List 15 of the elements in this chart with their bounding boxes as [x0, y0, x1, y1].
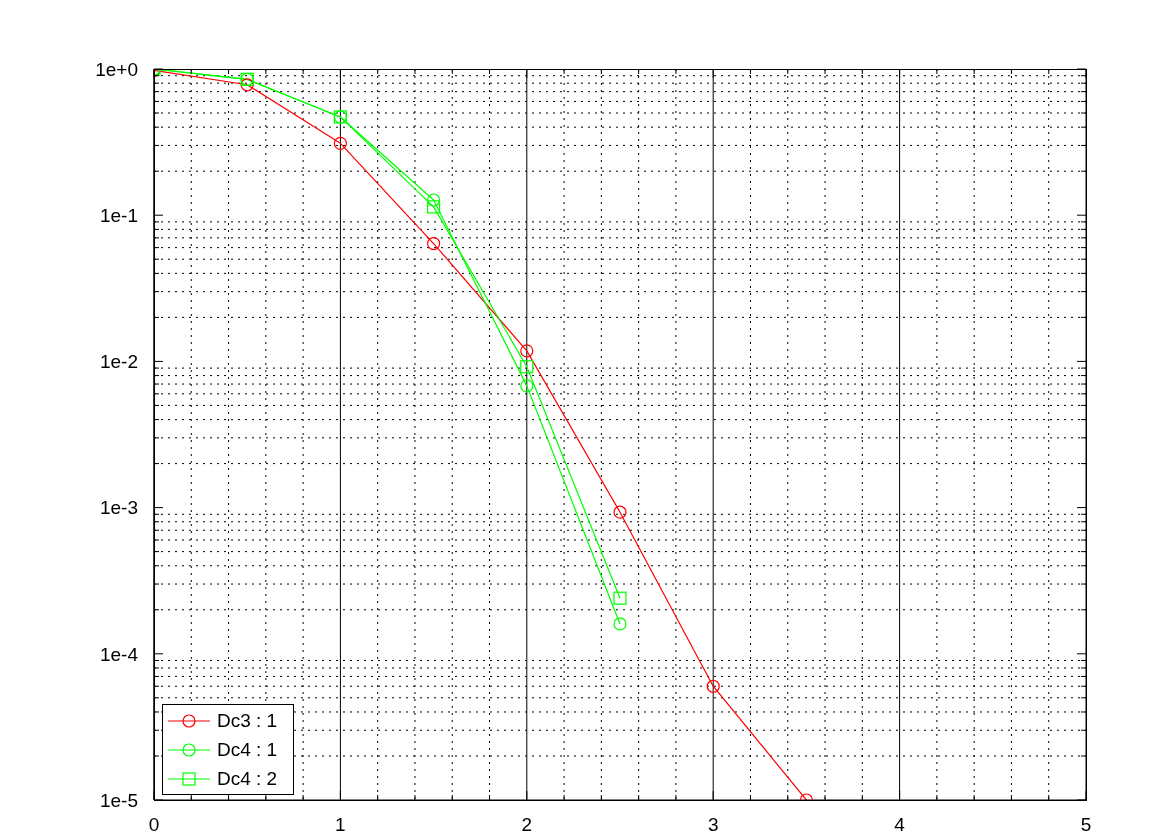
x-tick-label: 5 — [1080, 813, 1092, 835]
x-tick-label: 4 — [894, 813, 906, 835]
y-tick-label: 1e+0 — [95, 58, 138, 80]
x-tick-label: 1 — [335, 813, 346, 835]
x-tick-label: 0 — [148, 813, 160, 835]
y-tick-label: 1e-2 — [99, 351, 138, 373]
legend-label: Dc4 : 2 — [217, 767, 278, 791]
y-tick-label: 1e-4 — [99, 643, 139, 665]
x-tick-label: 3 — [707, 813, 719, 835]
legend-label: Dc4 : 1 — [217, 738, 278, 762]
x-tick-label: 2 — [521, 813, 533, 835]
y-tick-label: 1e-5 — [99, 789, 138, 811]
legend-label: Dc3 : 1 — [217, 709, 278, 733]
y-tick-label: 1e-3 — [99, 497, 138, 519]
y-tick-label: 1e-1 — [99, 204, 138, 226]
